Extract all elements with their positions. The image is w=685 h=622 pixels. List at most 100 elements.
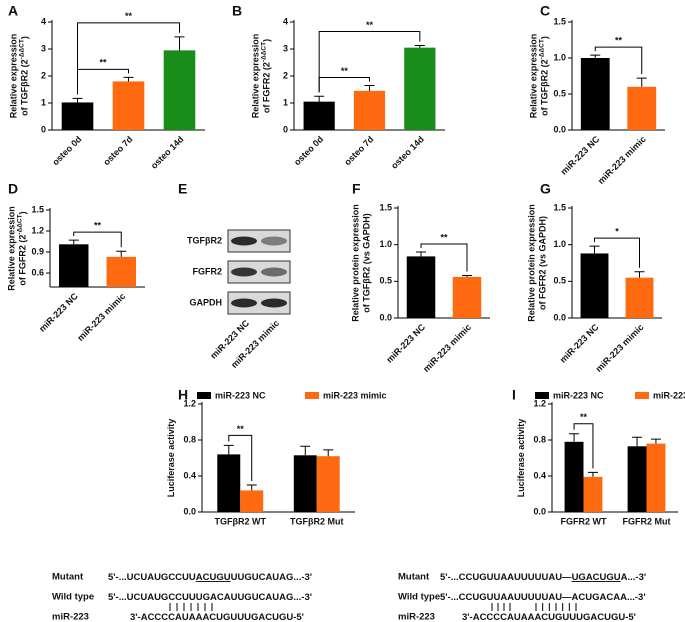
bar (112, 81, 145, 130)
significance-label: ** (440, 232, 448, 242)
sequence: 5'-...UCUAUGCCUUACUGUUUGUCAUAG...-3' (108, 572, 312, 583)
error-bar (632, 436, 643, 447)
sequence-name: miR-223 (52, 612, 89, 622)
significance-label: * (615, 227, 619, 237)
sequence-part: 5'-...UCUAUGCCUUUGACAUUGUCAUAG...-3' (108, 592, 312, 603)
sequence-part: 3'-ACCCCAUAAACUGUUUGACUGU-5' (130, 612, 304, 622)
panel-letter: A (8, 3, 18, 19)
y-axis-label-sup: -ΔΔCT (17, 214, 24, 234)
y-axis-label-line: Relative expression (7, 206, 17, 291)
y-tick-label: 1 (41, 97, 46, 107)
panel-letter: I (512, 387, 516, 403)
y-tick-label: 1.5 (379, 202, 392, 212)
bar (627, 86, 657, 130)
panel-letter: C (540, 3, 550, 19)
sequence-name: Wild type (52, 592, 94, 603)
y-tick-label: 0.9 (31, 246, 44, 256)
blot-row-label: TGFβR2 (187, 235, 222, 245)
y-axis-label-tail: ) (20, 36, 30, 39)
blot-band (261, 267, 287, 277)
y-tick-label: 1.0 (553, 52, 566, 62)
sequence-part: 5'-...UCUAUGCCUU (108, 572, 196, 583)
y-tick-label: 0.0 (533, 506, 546, 516)
error-bar (416, 251, 426, 257)
y-tick-label: 1 (283, 97, 288, 107)
y-axis-label: Relative protein expressionof FGFR2 (vs … (527, 204, 548, 322)
error-bar (323, 449, 334, 457)
legend-swatch (305, 392, 319, 399)
significance-bracket (73, 231, 122, 248)
sequence: 3'-ACCCCAUAAACUGUUUGACUGU-5' (462, 612, 636, 622)
significance-label: ** (341, 66, 349, 76)
y-tick-label: 3 (41, 43, 46, 53)
y-axis-label-line: of FGFR2 (2 (18, 235, 28, 286)
significance-label: ** (94, 220, 102, 230)
blot-band (261, 298, 287, 308)
sequence-name: Mutant (398, 572, 430, 583)
sequence-part: ACUGU (196, 572, 231, 583)
y-axis-label-line: of TGFβR2 (vs GAPDH) (362, 213, 372, 313)
sequence-part: 3'-ACCCCAUAAACUGUUUGACUGU-5' (462, 612, 636, 622)
y-axis-label-tail: ) (540, 36, 550, 39)
y-tick-label: 0 (283, 124, 288, 134)
bar (452, 276, 482, 318)
y-axis-label: Relative expressionof TGFβR2 (2-ΔΔCT) (9, 34, 30, 119)
y-tick-label: 0.0 (183, 506, 196, 516)
y-axis-label-line: Relative expression (9, 34, 19, 119)
x-tick-label: FGFR2 WT (561, 516, 607, 526)
bar (217, 454, 241, 512)
significance-label: ** (237, 424, 245, 434)
y-tick-label: 0.6 (31, 267, 44, 277)
error-bar (414, 44, 425, 48)
y-tick-label: 0.5 (553, 88, 566, 98)
y-tick-label: 4 (41, 16, 46, 26)
y-axis-label-sup: -ΔΔCT (261, 42, 268, 62)
x-tick-label: FGFR2 Mut (623, 516, 671, 526)
y-axis-label-tail: ) (262, 39, 272, 42)
blot-band (231, 267, 257, 277)
sequence-name: Mutant (52, 572, 84, 583)
bar (580, 58, 610, 130)
bar (163, 50, 196, 130)
bar (406, 256, 436, 318)
y-tick-label: 0.0 (553, 124, 566, 134)
error-bar (68, 239, 79, 245)
error-bar (650, 438, 661, 444)
significance-bracket (573, 423, 594, 469)
legend-label: miR-223 NC (215, 390, 266, 400)
y-axis-label-line: of FGFR2 (vs GAPDH) (538, 216, 548, 310)
sequence-part: UGACUGU (572, 572, 621, 583)
y-axis-label: Relative expressionof TGFβR2 (2-ΔΔCT) (529, 34, 550, 119)
y-axis-label-line: of FGFR2 (2 (262, 62, 272, 113)
error-bar (116, 250, 127, 257)
y-tick-label: 1.2 (31, 225, 44, 235)
sequence: 5'-...UCUAUGCCUUUGACAUUGUCAUAG...-3' (108, 592, 312, 603)
y-axis-label-line: Relative expression (251, 34, 261, 119)
bar (627, 446, 647, 512)
significance-label: ** (125, 11, 133, 21)
bar (240, 490, 264, 512)
bar (293, 455, 317, 512)
y-tick-label: 1.2 (183, 398, 196, 408)
y-tick-label: 0.0 (553, 312, 566, 322)
significance-label: ** (580, 412, 588, 422)
sequence: 5'-...CCUGUUAAUUUUUAU—UGACUGUA...-3' (440, 572, 646, 583)
blot-strip (227, 291, 291, 315)
significance-bracket (318, 30, 421, 93)
significance-bracket (594, 46, 643, 75)
legend-swatch (635, 392, 649, 399)
bar (303, 101, 335, 130)
bar (580, 253, 609, 318)
panel-letter: H (178, 387, 188, 403)
error-bar (590, 54, 601, 58)
bar (353, 90, 386, 130)
x-tick-label: TGFβR2 Mut (290, 516, 344, 526)
blot-strip (227, 229, 291, 253)
y-axis-label-sup: -ΔΔCT (539, 39, 546, 59)
sequence-part: UUGUCAUAG...-3' (231, 572, 312, 583)
y-tick-label: 0.5 (379, 276, 392, 286)
error-bar (123, 76, 134, 82)
bar (404, 47, 436, 130)
y-axis-label-line: Relative expression (529, 34, 539, 119)
